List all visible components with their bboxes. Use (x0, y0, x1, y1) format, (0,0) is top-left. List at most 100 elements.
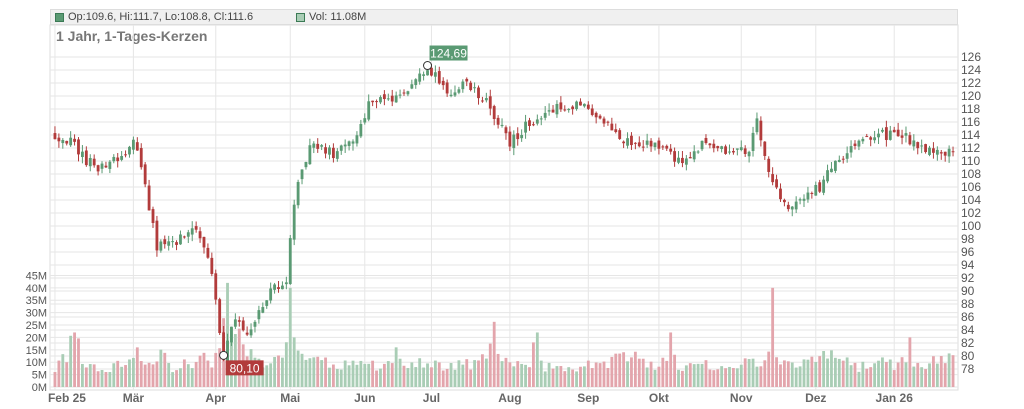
volume-bar (543, 371, 547, 387)
volume-bar (920, 367, 924, 387)
volume-bar (877, 360, 880, 387)
volume-bar (884, 361, 888, 387)
candle-body (614, 129, 618, 132)
volume-bar (363, 363, 367, 387)
candle-body (182, 236, 186, 238)
price-tick-label: 92 (961, 271, 975, 285)
price-tick-label: 78 (961, 362, 975, 376)
volume-bar (230, 327, 233, 387)
volume-bar (539, 360, 543, 387)
volume-bar (575, 371, 578, 387)
candle-body (916, 142, 920, 149)
candle-body (928, 147, 931, 155)
volume-bar (928, 363, 931, 387)
candle-body (296, 181, 300, 206)
volume-bar (414, 367, 418, 387)
month-tick-label: Apr (205, 391, 226, 405)
candle-body (379, 97, 382, 103)
volume-bar (873, 363, 877, 387)
candle-body (512, 134, 516, 149)
candle-body (602, 118, 606, 124)
candle-body (277, 287, 280, 290)
candle-body (57, 137, 61, 142)
volume-bar (116, 360, 120, 387)
candle-body (700, 140, 704, 150)
volume-tick-label: 30M (26, 308, 47, 320)
volume-bar (857, 371, 861, 387)
volume-bar (324, 357, 327, 387)
candle-body (175, 242, 178, 245)
volume-bar (100, 369, 104, 387)
volume-bar (739, 364, 743, 387)
candle-body (582, 103, 586, 107)
candle-body (226, 340, 229, 363)
volume-bar (684, 365, 688, 387)
volume-bar (724, 368, 727, 387)
volume-bar (794, 367, 798, 387)
candle-body (131, 139, 135, 150)
volume-bar (535, 332, 539, 387)
candle-body (422, 74, 426, 76)
volume-bar (716, 369, 720, 387)
candle-body (390, 95, 394, 102)
volume-bar (410, 362, 414, 387)
candle-body (269, 288, 273, 301)
candle-body (473, 87, 476, 89)
volume-bar (833, 357, 837, 387)
volume-bar (586, 360, 590, 387)
candle-body (257, 310, 261, 320)
candle-body (104, 165, 108, 168)
month-tick-label: Mai (280, 391, 300, 405)
candle-body (135, 142, 139, 151)
volume-bar (445, 368, 449, 387)
month-tick-label: Okt (649, 391, 669, 405)
volume-bar (308, 358, 312, 387)
volume-bar (500, 361, 504, 387)
volume-bar (53, 372, 57, 387)
ohlc-legend-item: Op:109.6, Hi:111.7, Lo:108.8, Cl:111.6 (55, 11, 253, 23)
volume-bar (441, 370, 445, 387)
volume-bar (732, 367, 735, 387)
candle-body (324, 147, 327, 154)
volume-bar (696, 363, 700, 387)
volume-tick-label: 25M (26, 320, 47, 332)
candle-body (786, 204, 790, 210)
volume-bar (190, 368, 194, 387)
candle-body (837, 159, 841, 162)
volume-tick-label: 45M (26, 270, 47, 282)
candle-body (88, 157, 92, 167)
volume-bar (900, 357, 904, 387)
volume-bar (465, 359, 469, 387)
volume-bar (892, 370, 896, 387)
volume-bar (802, 359, 806, 387)
candle-body (688, 157, 692, 159)
candle-body (571, 106, 575, 110)
candle-body (539, 118, 543, 120)
volume-bar (386, 361, 390, 387)
volume-bar (461, 364, 465, 387)
volume-bar (708, 369, 712, 387)
candle-body (437, 71, 441, 84)
candle-body (567, 108, 571, 111)
candle-body (767, 158, 771, 172)
candle-body (430, 67, 433, 76)
candle-body (65, 140, 69, 144)
volume-tick-label: 10M (26, 357, 47, 369)
low-label-box (225, 360, 264, 376)
volume-bar (269, 363, 273, 387)
volume-bar (81, 363, 84, 387)
candle-body (743, 148, 747, 154)
volume-bar (339, 369, 343, 387)
candle-body (241, 320, 245, 331)
candle-body (724, 146, 727, 154)
volume-bar (814, 362, 818, 387)
candle-body (735, 148, 739, 150)
candle-body (771, 174, 775, 183)
volume-bar (559, 366, 563, 387)
volume-bar (594, 362, 598, 387)
volume-bar (830, 350, 833, 387)
candle-body (555, 103, 559, 115)
candle-body (496, 117, 500, 125)
volume-bar (861, 361, 865, 387)
